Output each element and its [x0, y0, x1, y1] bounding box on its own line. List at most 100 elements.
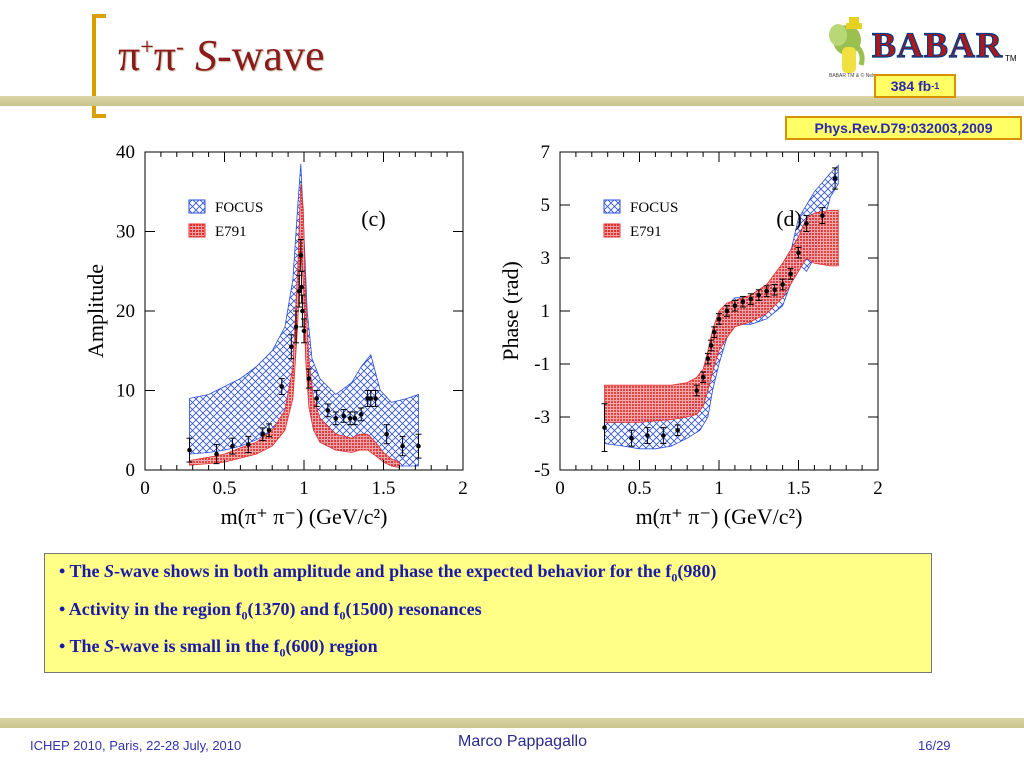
data-point	[384, 431, 389, 437]
data-point	[705, 356, 711, 361]
y-tick-label: -5	[534, 460, 550, 481]
data-point	[645, 433, 650, 438]
data-point	[314, 396, 320, 401]
data-point	[716, 316, 722, 322]
data-point	[230, 443, 235, 449]
panel-label: (c)	[361, 206, 385, 231]
data-point	[293, 324, 299, 330]
y-tick-label: 3	[541, 248, 551, 269]
bullet-3: • The S-wave is small in the f0(600) reg…	[59, 636, 378, 660]
bottom-divider	[0, 718, 1024, 728]
data-point	[333, 416, 339, 421]
legend-swatch-e791	[603, 223, 621, 238]
data-point	[602, 425, 607, 430]
data-point	[296, 288, 302, 294]
y-tick-label: 20	[116, 301, 135, 322]
x-tick-label: 2	[873, 478, 883, 499]
data-point	[298, 253, 304, 258]
data-point	[352, 416, 358, 421]
footer-author: Marco Pappagallo	[458, 733, 587, 750]
data-point	[732, 303, 738, 308]
legend-label-e791: E791	[215, 224, 247, 240]
data-point	[325, 408, 331, 413]
x-tick-label: 1.5	[372, 478, 396, 499]
data-point	[260, 431, 265, 437]
data-point	[772, 287, 777, 293]
data-point	[341, 413, 347, 419]
page-title: π+π- S-wave	[118, 31, 325, 80]
data-point	[724, 308, 730, 314]
data-point	[629, 435, 634, 441]
data-point	[358, 412, 364, 417]
e791-band	[604, 209, 839, 423]
luminosity-badge: 384 fb -1	[874, 74, 956, 98]
y-tick-label: -3	[534, 407, 550, 428]
legend-swatch-e791	[188, 223, 206, 238]
data-point	[373, 396, 378, 401]
x-axis-label: m(π⁺ π⁻) (GeV/c²)	[636, 504, 803, 529]
data-point	[246, 442, 251, 447]
x-tick-label: 0.5	[628, 478, 652, 499]
y-axis-label: Amplitude	[83, 264, 108, 358]
data-point	[756, 292, 762, 298]
data-point	[780, 282, 785, 287]
x-axis-label: m(π⁺ π⁻) (GeV/c²)	[221, 504, 388, 529]
bullet-1: • The S-wave shows in both amplitude and…	[59, 561, 717, 585]
y-tick-label: 40	[116, 142, 135, 163]
data-point	[400, 443, 405, 449]
y-tick-label: 5	[541, 195, 551, 216]
data-point	[711, 329, 717, 335]
data-point	[365, 396, 370, 401]
data-point	[187, 447, 192, 453]
notes-box: • The S-wave shows in both amplitude and…	[44, 553, 932, 673]
svg-text:TM: TM	[1005, 54, 1017, 63]
data-point	[300, 308, 305, 314]
y-tick-label: 10	[116, 381, 135, 402]
data-point	[306, 376, 312, 381]
bullet-2: • Activity in the region f0(1370) and f0…	[59, 598, 482, 623]
x-tick-label: 0	[140, 478, 150, 499]
data-point	[266, 427, 272, 433]
data-point	[764, 288, 769, 294]
title-bracket	[92, 14, 106, 118]
footer-page-number: 16/29	[918, 738, 951, 753]
data-point	[708, 343, 714, 348]
data-point	[299, 284, 304, 290]
data-point	[748, 296, 754, 302]
y-tick-label: -1	[534, 354, 550, 375]
data-point	[788, 271, 793, 277]
babar-logo: BABAR TM BABAR TM & © Nelvana	[829, 17, 1017, 79]
y-tick-label: 7	[541, 142, 551, 163]
footer-conference: ICHEP 2010, Paris, 22-28 July, 2010	[30, 738, 242, 753]
data-point	[740, 299, 746, 305]
y-tick-label: 1	[541, 301, 551, 322]
svg-text:BABAR: BABAR	[872, 25, 1003, 65]
elephant-icon	[829, 17, 865, 73]
data-point	[416, 443, 421, 449]
legend-label-focus: FOCUS	[215, 200, 263, 216]
data-point	[796, 250, 801, 255]
y-axis-label: Phase (rad)	[498, 261, 523, 361]
top-divider	[0, 96, 1024, 106]
legend-label-focus: FOCUS	[630, 200, 678, 216]
data-point	[820, 213, 825, 218]
x-tick-label: 2	[458, 478, 468, 499]
data-point	[675, 427, 680, 433]
svg-text:BABAR TM & © Nelvana: BABAR TM & © Nelvana	[829, 72, 884, 79]
x-tick-label: 0	[555, 478, 565, 499]
x-tick-label: 0.5	[213, 478, 237, 499]
legend-swatch-focus	[603, 199, 621, 214]
phase-chart: 0 0.5 1 1.5 2 -5 -3 -1 1 3 5 7 m(π⁺ π⁻) (GeV/c²) Phas…	[498, 142, 883, 529]
data-point	[301, 328, 307, 334]
x-tick-label: 1	[714, 478, 724, 499]
y-tick-label: 30	[116, 222, 135, 243]
x-tick-label: 1.5	[787, 478, 811, 499]
data-point	[279, 384, 285, 389]
data-point	[368, 396, 374, 401]
panel-label: (d)	[776, 206, 802, 231]
data-point	[804, 221, 809, 226]
data-point	[288, 344, 294, 350]
y-tick-label: 0	[126, 460, 136, 481]
data-point	[214, 451, 219, 457]
